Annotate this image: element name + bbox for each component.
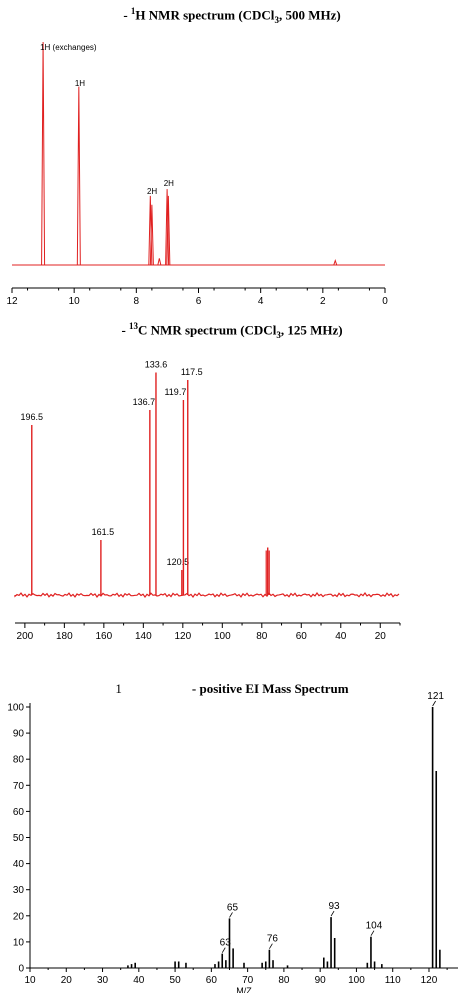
- ms-y-tick-label: 90: [13, 729, 25, 740]
- ms-y-tick-label: 60: [13, 807, 25, 818]
- h1-peak-annotation: 2H: [147, 187, 157, 196]
- mass-spectrum-title-mark: 1: [115, 681, 122, 696]
- c13-x-tick-label: 20: [375, 631, 387, 642]
- h1-peak-3: [149, 204, 154, 266]
- ms-x-tick-label: 30: [97, 975, 109, 986]
- c13-x-tick-label: 40: [335, 631, 347, 642]
- ms-y-tick-label: 20: [13, 911, 25, 922]
- h1-peak-6: [157, 258, 162, 266]
- h1-x-tick-label: 12: [6, 296, 18, 305]
- c13-peak-label: 117.5: [181, 367, 203, 377]
- ms-peak-label: 93: [328, 901, 340, 912]
- h1-x-tick-label: 2: [320, 296, 326, 305]
- c13-peak-label: 133.6: [145, 360, 168, 370]
- c13-x-tick-label: 120: [174, 631, 191, 642]
- ms-peak-label: 65: [227, 902, 239, 913]
- c13-x-tick-label: 180: [56, 631, 73, 642]
- ms-y-tick-label: 30: [13, 885, 25, 896]
- h1-peak-1: [76, 86, 81, 266]
- ms-x-tick-label: 110: [385, 975, 401, 986]
- ms-label-leader: [229, 912, 233, 918]
- mass-spectrum-title: 1- positive EI Mass Spectrum: [115, 681, 349, 696]
- c13-x-tick-label: 60: [296, 631, 308, 642]
- h1-nmr-panel: - 1H NMR spectrum (CDCl3, 500 MHz) 12 10 8…: [0, 0, 464, 305]
- h1-peak-5: [166, 195, 171, 266]
- ms-x-tick-label: 90: [315, 975, 327, 986]
- h1-nmr-title: - 1H NMR spectrum (CDCl3, 500 MHz): [123, 6, 341, 25]
- c13-x-tick-label: 80: [256, 631, 268, 642]
- h1-peak-annotation: 1H (exchanges): [40, 43, 97, 52]
- h1-x-tick-label: 6: [196, 296, 202, 305]
- ms-x-tick-label: 100: [348, 975, 365, 986]
- ms-x-tick-label: 40: [133, 975, 145, 986]
- ms-y-tick-label: 100: [7, 703, 24, 714]
- ms-x-tick-label: 20: [61, 975, 73, 986]
- ms-y-tick-label: 10: [13, 937, 25, 948]
- ms-peak-label: 63: [220, 938, 232, 949]
- ms-peak-label: 76: [267, 934, 279, 945]
- c13-x-tick-label: 100: [214, 631, 231, 642]
- h1-peak-annotation: 1H: [75, 79, 85, 88]
- ms-x-tick-label: 60: [206, 975, 218, 986]
- c13-peak-label: 120.5: [167, 557, 190, 567]
- c13-peak-label: 136.7: [133, 397, 156, 407]
- c13-peak-label: 119.7: [164, 387, 186, 397]
- ms-label-leader: [221, 947, 226, 953]
- ms-peak-label: 121: [427, 691, 444, 702]
- h1-x-tick-label: 8: [134, 296, 140, 305]
- ms-y-tick-label: 0: [18, 964, 24, 975]
- c13-peak-label: 161.5: [92, 527, 115, 537]
- ms-y-tick-label: 80: [13, 755, 25, 766]
- ms-y-tick-label: 40: [13, 859, 25, 870]
- ms-x-axis-label: M/Z: [236, 986, 252, 993]
- ms-y-tick-label: 70: [13, 781, 25, 792]
- ms-label-leader: [330, 910, 335, 917]
- h1-peak-7: [333, 258, 338, 266]
- h1-peak-0: [41, 41, 46, 266]
- c13-x-tick-label: 200: [17, 631, 34, 642]
- c13-nmr-chart: 196.5 161.5 136.7 133.6 120.5 119.7 117.5 200 18…: [14, 360, 401, 642]
- ms-x-tick-label: 120: [421, 975, 438, 986]
- c13-peak-label: 196.5: [21, 412, 44, 422]
- ms-x-tick-label: 10: [24, 975, 36, 986]
- ms-peak-label: 104: [366, 921, 383, 932]
- h1-x-tick-label: 0: [382, 296, 388, 305]
- ms-label-leader: [370, 930, 375, 936]
- c13-baseline: [14, 591, 400, 599]
- ms-label-leader: [432, 700, 436, 707]
- ms-x-tick-label: 80: [278, 975, 290, 986]
- ms-x-tick-label: 50: [170, 975, 182, 986]
- h1-x-tick-label: 4: [258, 296, 264, 305]
- ms-x-tick-label: 70: [242, 975, 254, 986]
- c13-x-tick-label: 140: [135, 631, 152, 642]
- ms-y-tick-label: 50: [13, 833, 25, 844]
- h1-x-tick-label: 10: [69, 296, 81, 305]
- mass-spectrum-panel: 1- positive EI Mass Spectrum 0 10 20 30 40 50…: [0, 655, 464, 993]
- c13-nmr-title: - 13C NMR spectrum (CDCl3, 125 MHz): [121, 321, 343, 340]
- c13-nmr-panel: - 13C NMR spectrum (CDCl3, 125 MHz) 196.…: [0, 305, 464, 655]
- ms-label-leader: [269, 943, 273, 949]
- h1-peak-annotation: 2H: [164, 179, 174, 188]
- h1-peak-4: [165, 189, 170, 266]
- h1-nmr-chart: 12 10 8 6 4 2 0 1H (exchanges) 1H 2H 2H: [6, 41, 388, 305]
- c13-x-tick-label: 160: [96, 631, 113, 642]
